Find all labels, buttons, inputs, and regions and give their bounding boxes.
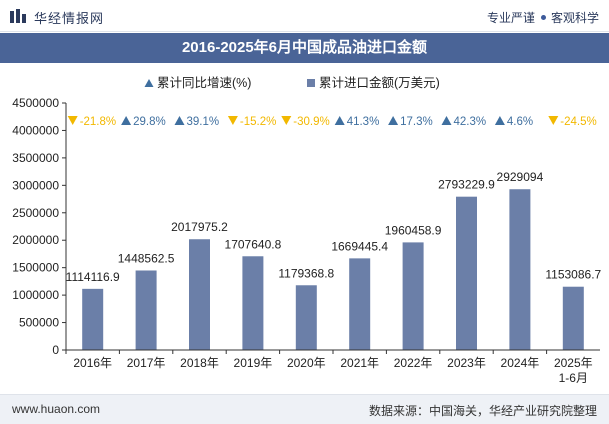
bar-value-label: 2929094 (497, 170, 544, 184)
slogan-a: 专业严谨 (486, 11, 535, 25)
y-tick-label: 2000000 (12, 233, 59, 247)
legend: 累计同比增速(%) 累计进口金额(万美元) (0, 72, 609, 90)
bar-value-label: 1153086.7 (545, 268, 601, 282)
triangle-up-marker (441, 116, 452, 125)
x-tick-label: 2024年 (501, 356, 540, 370)
triangle-up-marker (174, 116, 185, 125)
y-tick-label: 2500000 (12, 206, 59, 220)
chart-plot: -21.8% 29.8% 39.1% -15.2% -30.9% 41.3% 17.3% 42… (12, 96, 602, 385)
x-tick-label: 2017年 (127, 356, 166, 370)
slogan: 专业严谨 客观科学 (487, 9, 599, 26)
bar-value-label: 1114116.9 (66, 270, 120, 284)
triangle-down-marker (548, 116, 559, 125)
legend-amount-label: 累计进口金额(万美元) (319, 76, 440, 90)
footer-source: 数据来源：中国海关，华经产业研究院整理 (368, 404, 597, 418)
y-tick-label: 0 (52, 343, 59, 357)
y-tick-label: 3500000 (12, 151, 59, 165)
triangle-down-marker (67, 116, 78, 125)
triangle-up-marker (334, 116, 345, 125)
growth-markers: -21.8% 29.8% 39.1% -15.2% -30.9% 41.3% 17.3% 42… (67, 116, 597, 128)
legend-growth: 累计同比增速(%) (144, 72, 251, 91)
bar (509, 189, 531, 350)
triangle-up-marker (494, 116, 505, 125)
top-bar: 华经情报网 专业严谨 客观科学 (0, 0, 609, 32)
x-tick-label: 2025年 (554, 356, 593, 370)
logo-icon (10, 9, 26, 23)
growth-label: -15.2% (240, 116, 276, 128)
bars (82, 189, 584, 350)
triangle-up-marker (121, 116, 132, 125)
x-tick-label: 2021年 (340, 356, 379, 370)
y-tick-label: 1500000 (12, 261, 59, 275)
triangle-down-marker (227, 116, 238, 125)
bar-value-label: 2017975.2 (171, 220, 228, 234)
growth-label: 4.6% (507, 116, 533, 128)
x-tick-label: 1-6月 (559, 371, 588, 385)
bar (189, 239, 210, 350)
y-tick-label: 500000 (19, 316, 59, 330)
y-tick-label: 4500000 (12, 96, 59, 110)
triangle-down-marker (281, 116, 292, 125)
growth-label: -30.9% (293, 116, 329, 128)
footer: www.huaon.com 数据来源：中国海关，华经产业研究院整理 (0, 394, 609, 424)
axes: 0 500000 1000000 1500000 2000000 2500000 30000… (12, 96, 600, 385)
value-labels: 1114116.9 1448562.5 2017975.2 1707640.8 1179… (66, 170, 602, 284)
triangle-up-icon (144, 79, 154, 87)
bar (82, 288, 104, 350)
growth-label: -24.5% (560, 116, 596, 128)
bar (456, 196, 477, 350)
growth-label: 29.8% (133, 116, 166, 128)
y-tick-label: 3000000 (12, 178, 59, 192)
bar (135, 270, 157, 350)
slogan-b: 客观科学 (550, 11, 599, 25)
growth-label: 17.3% (400, 116, 433, 128)
growth-label: 42.3% (454, 116, 487, 128)
square-icon (307, 79, 315, 87)
bar-value-label: 1707640.8 (225, 237, 282, 251)
legend-growth-label: 累计同比增速(%) (157, 76, 252, 90)
growth-label: -21.8% (80, 116, 116, 128)
brand-name: 华经情报网 (34, 11, 105, 26)
dot-icon (540, 15, 546, 20)
bar-value-label: 1960458.9 (385, 223, 442, 237)
y-tick-label: 1000000 (12, 288, 59, 302)
bar (349, 258, 371, 350)
chart-title: 2016-2025年6月中国成品油进口金额 (181, 39, 428, 56)
x-tick-label: 2018年 (180, 356, 219, 370)
bar-value-label: 1179368.8 (278, 266, 334, 280)
bar (242, 256, 264, 350)
bar-value-label: 1669445.4 (331, 239, 388, 253)
x-tick-label: 2022年 (394, 356, 433, 370)
growth-label: 41.3% (347, 116, 380, 128)
x-tick-label: 2016年 (73, 356, 112, 370)
title-bar: 2016-2025年6月中国成品油进口金额 (0, 33, 609, 63)
bar-value-label: 2793229.9 (438, 178, 495, 192)
bar (562, 286, 584, 350)
growth-label: 39.1% (187, 116, 220, 128)
bar-value-label: 1448562.5 (118, 251, 175, 265)
triangle-up-marker (388, 116, 399, 125)
x-tick-label: 2019年 (234, 356, 273, 370)
x-tick-label: 2023年 (447, 356, 486, 370)
footer-website: www.huaon.com (12, 402, 101, 416)
legend-amount: 累计进口金额(万美元) (306, 72, 440, 91)
bar (295, 285, 317, 350)
y-tick-label: 4000000 (12, 123, 59, 137)
bar (402, 242, 424, 350)
x-tick-label: 2020年 (287, 356, 326, 370)
